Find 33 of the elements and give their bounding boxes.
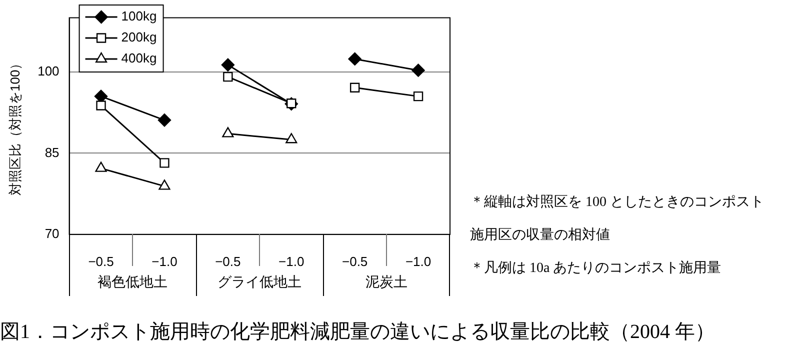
x-tick-label: −1.0 [405,254,432,269]
point [158,114,172,127]
point [350,82,360,92]
point [413,91,424,102]
y-axis-title: 対照区比（対照を100） [7,56,22,196]
point [222,127,234,138]
legend-label: 400kg [121,50,157,66]
y-tick-label: 100 [38,64,60,79]
x-tick-label: −0.5 [342,254,368,269]
text: ＊縦軸は対照区を 100 としたときのコンポスト施用区の収量の相対値 [470,195,764,243]
point [96,100,106,110]
point [223,72,233,82]
point [221,58,235,72]
point [95,162,107,172]
point [94,90,108,103]
legend-label: 200kg [121,30,157,45]
legend-label: 100kg [121,8,157,24]
text: 図1．コンポスト施用時の化学肥料減肥量の違いによる収量比の比較（2004 年） [0,320,715,345]
text: 泥炭土 [366,273,408,290]
x-tick-label: −1.0 [278,254,304,269]
y-tick-label: 85 [44,144,60,160]
text: ＊凡例は 10a あたりのコンポスト施用量 [470,260,722,278]
text: グライ低地土 [218,273,302,290]
point [348,52,362,66]
point [160,158,170,168]
text: 褐色低地土 [98,273,168,290]
point [412,64,425,77]
x-tick-label: −0.5 [88,254,114,269]
point [286,133,298,144]
x-tick-label: −1.0 [152,254,178,269]
point [158,180,170,190]
y-tick-label: 70 [44,226,60,241]
x-tick-label: −0.5 [215,254,241,269]
